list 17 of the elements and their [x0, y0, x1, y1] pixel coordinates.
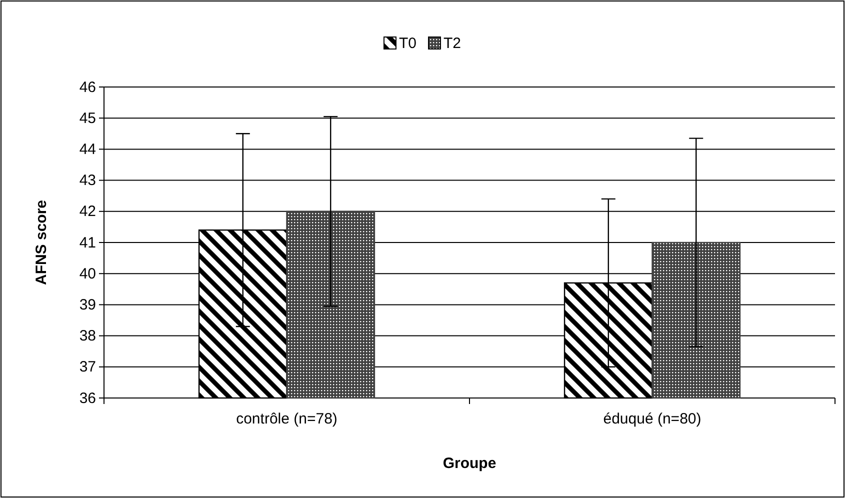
y-tick-label: 37 — [79, 358, 96, 376]
legend-label: T2 — [444, 35, 462, 52]
y-tick-label: 46 — [79, 78, 96, 96]
x-tick-label: contrôle (n=78) — [236, 410, 338, 428]
y-tick-label: 39 — [79, 296, 96, 314]
y-tick-label: 36 — [79, 390, 96, 407]
legend-label: T0 — [398, 35, 416, 52]
y-axis-title: AFNS score — [33, 200, 50, 286]
y-tick-label: 41 — [79, 234, 96, 252]
y-tick-label: 38 — [79, 328, 96, 345]
y-tick-label: 44 — [79, 141, 96, 158]
y-tick-label: 42 — [79, 203, 96, 220]
y-tick-label: 40 — [79, 265, 96, 282]
y-tick-label: 43 — [79, 172, 96, 190]
x-tick-label: éduqué (n=80) — [603, 410, 702, 428]
x-axis-title: Groupe — [442, 455, 496, 472]
y-tick-label: 45 — [79, 110, 96, 127]
